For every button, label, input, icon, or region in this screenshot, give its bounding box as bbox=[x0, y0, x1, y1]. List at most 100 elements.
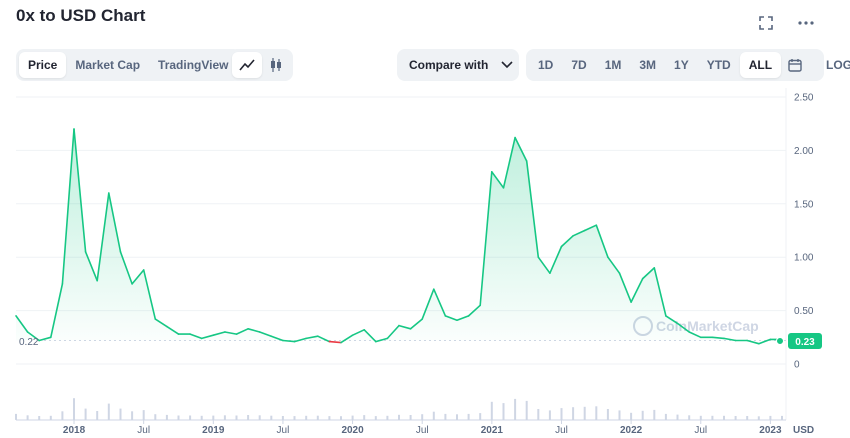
volume-bar bbox=[734, 416, 737, 420]
price-line-segment bbox=[398, 324, 412, 330]
range-all[interactable]: ALL bbox=[739, 52, 782, 78]
volume-bar bbox=[177, 415, 180, 420]
volume-bar bbox=[572, 407, 575, 420]
volume-bar bbox=[200, 415, 203, 420]
price-line-segment bbox=[166, 325, 180, 335]
current-price-badge: 0.23 bbox=[788, 333, 822, 349]
fullscreen-icon[interactable] bbox=[755, 12, 777, 34]
volume-bar bbox=[757, 416, 760, 420]
range-1m[interactable]: 1M bbox=[604, 58, 622, 72]
volume-bar bbox=[421, 414, 424, 420]
volume-bar bbox=[537, 409, 540, 420]
volume-bar bbox=[96, 411, 99, 420]
current-price-value: 0.23 bbox=[795, 337, 815, 348]
price-line-segment bbox=[142, 269, 157, 320]
price-line-segment bbox=[549, 245, 563, 275]
volume-bar bbox=[26, 415, 29, 420]
price-line-segment bbox=[38, 336, 52, 342]
price-line-segment bbox=[61, 128, 75, 285]
more-options-icon[interactable] bbox=[795, 12, 817, 34]
volume-bar bbox=[676, 414, 679, 420]
tab-price[interactable]: Price bbox=[19, 52, 67, 78]
price-line-segment bbox=[340, 334, 354, 344]
y-tick-label: 1.50 bbox=[794, 199, 814, 210]
x-tick-label: Jul bbox=[694, 425, 707, 436]
chart-type-tabs: Price Market Cap TradingView bbox=[16, 49, 241, 81]
volume-bar bbox=[235, 415, 238, 420]
y-tick-label: 0.50 bbox=[794, 306, 814, 317]
log-toggle[interactable]: LOG bbox=[826, 58, 850, 72]
y-tick-label: 2.50 bbox=[794, 93, 814, 104]
price-line-segment bbox=[154, 318, 168, 328]
price-line-segment bbox=[653, 267, 667, 317]
x-tick-label: 2023 bbox=[759, 425, 782, 436]
volume-bar bbox=[38, 416, 41, 420]
range-ytd[interactable]: YTD bbox=[706, 58, 731, 72]
tab-market-cap[interactable]: Market Cap bbox=[75, 58, 141, 72]
volume-bar bbox=[409, 415, 412, 420]
range-1d[interactable]: 1D bbox=[538, 58, 554, 72]
volume-bar bbox=[212, 415, 215, 420]
price-line-segment bbox=[374, 337, 389, 343]
price-line-segment bbox=[26, 331, 41, 342]
price-line-segment bbox=[479, 171, 493, 307]
x-tick-label: Jul bbox=[277, 425, 290, 436]
y-tick-label: 1.00 bbox=[794, 253, 814, 264]
range-7d[interactable]: 7D bbox=[571, 58, 587, 72]
x-tick-label: 2021 bbox=[481, 425, 504, 436]
compare-label: Compare with bbox=[409, 58, 489, 72]
price-line-segment bbox=[630, 277, 644, 303]
price-line-segment bbox=[305, 335, 319, 340]
range-1y[interactable]: 1Y bbox=[674, 58, 689, 72]
volume-bar bbox=[73, 398, 75, 420]
price-line-segment bbox=[711, 336, 725, 340]
volume-bar bbox=[398, 414, 400, 420]
x-tick-label: 2020 bbox=[341, 425, 364, 436]
price-line-segment bbox=[421, 288, 435, 320]
volume-bar bbox=[432, 411, 435, 420]
range-3m[interactable]: 3M bbox=[639, 58, 657, 72]
price-line-segment bbox=[224, 331, 238, 335]
price-series bbox=[15, 128, 783, 345]
volume-bar bbox=[467, 413, 470, 420]
volume-bar bbox=[514, 398, 517, 420]
x-tick-label: Jul bbox=[555, 425, 568, 436]
chart-grid bbox=[16, 88, 787, 421]
price-line-segment bbox=[665, 315, 679, 325]
volume-bar bbox=[154, 414, 157, 420]
start-price-label: 0.22 bbox=[19, 337, 39, 348]
price-area bbox=[16, 129, 782, 341]
y-axis: 2.50 2.00 1.50 1.00 0.50 0 bbox=[794, 93, 814, 371]
volume-bar bbox=[560, 408, 563, 420]
price-line-segment bbox=[560, 235, 574, 248]
volume-bars bbox=[15, 398, 783, 421]
line-chart-button[interactable] bbox=[232, 52, 262, 78]
price-line-segment bbox=[456, 315, 470, 322]
price-line-segment bbox=[641, 267, 656, 280]
volume-bar bbox=[769, 415, 772, 420]
tab-tradingview[interactable]: TradingView bbox=[158, 58, 229, 72]
volume-bar bbox=[84, 408, 87, 421]
volume-bar bbox=[688, 415, 691, 420]
volume-bar bbox=[699, 415, 702, 421]
price-line-segment bbox=[723, 337, 737, 342]
price-line-segment bbox=[572, 229, 586, 237]
calendar-button[interactable] bbox=[781, 52, 809, 78]
volume-bar bbox=[525, 400, 528, 420]
price-line-segment bbox=[282, 339, 296, 343]
volume-bar bbox=[247, 415, 250, 420]
volume-bar bbox=[258, 415, 261, 420]
price-line-segment bbox=[409, 318, 424, 330]
volume-bar bbox=[223, 415, 226, 420]
price-line-segment bbox=[386, 324, 400, 340]
volume-bar bbox=[374, 416, 377, 420]
volume-bar bbox=[189, 415, 192, 420]
price-line-segment bbox=[363, 328, 377, 343]
compare-dropdown[interactable]: Compare with bbox=[397, 49, 519, 81]
volume-bar bbox=[305, 415, 308, 420]
price-line-segment bbox=[316, 335, 331, 343]
price-line-segment bbox=[247, 327, 261, 333]
candlestick-chart-button[interactable] bbox=[262, 52, 290, 78]
x-axis-unit: USD bbox=[793, 425, 814, 436]
